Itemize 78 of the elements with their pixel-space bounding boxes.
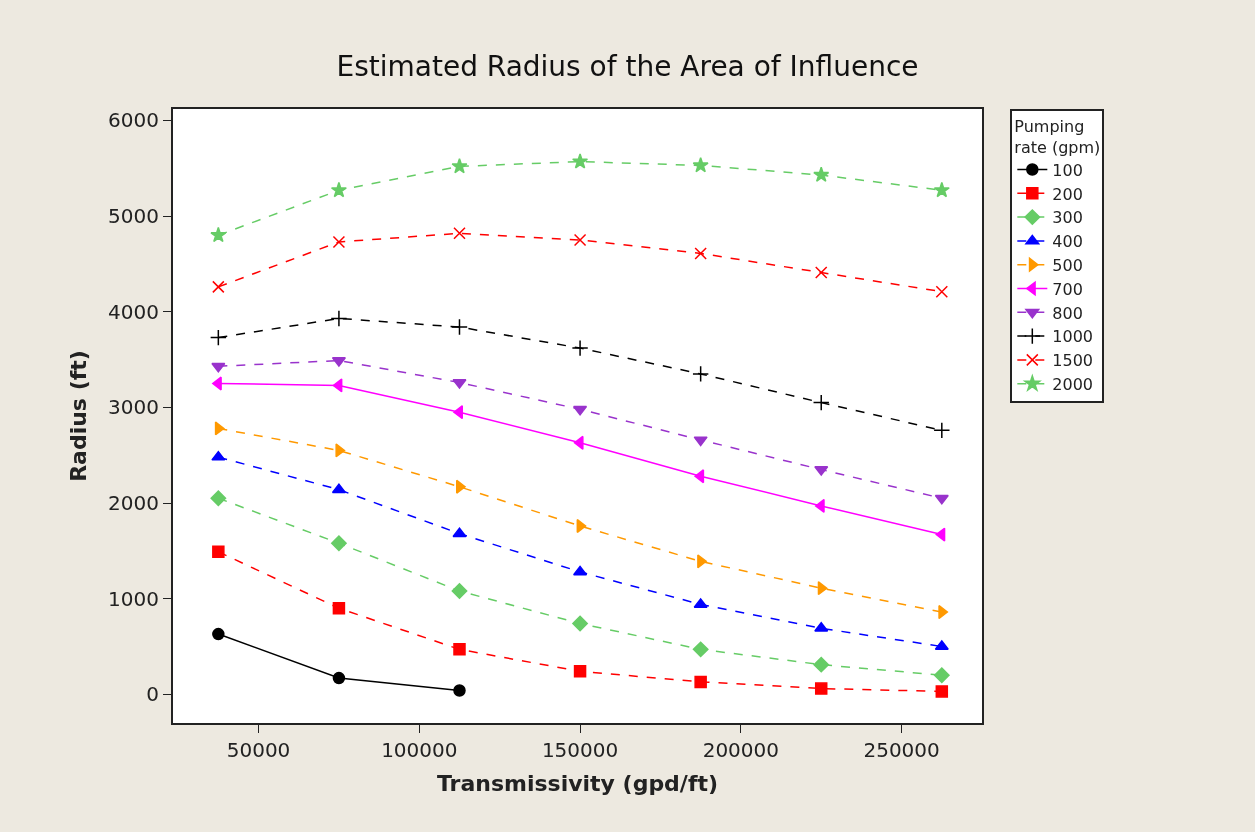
point [814,498,825,513]
point [451,318,468,336]
point [212,280,225,294]
legend-label: 400 [1052,232,1083,252]
point [335,443,346,458]
point [694,675,707,689]
point [692,156,709,173]
legend-label: 500 [1052,255,1083,275]
x-tick-label: 50000 [226,738,291,762]
point [331,535,347,552]
point [933,181,950,198]
point [451,157,468,174]
point [212,627,225,641]
point [453,227,466,240]
point [209,329,227,347]
point [573,665,587,678]
point [211,450,226,461]
y-tick-label: 4000 [108,299,159,324]
point [453,643,466,656]
point [692,365,710,383]
point [332,378,343,393]
point [212,545,225,559]
point [812,394,830,412]
x-tick-label: 250000 [863,738,940,762]
legend-label: 700 [1052,279,1083,299]
point [214,421,225,436]
legend-title: Pumping rate (gpm) [1014,116,1101,157]
legend-label: 100 [1052,160,1083,180]
point [694,469,705,484]
point [813,166,830,182]
legend-label: 1000 [1052,327,1094,347]
point [814,682,828,695]
point [814,266,828,279]
x-axis-title: Transmissivity (gpd/ft) [436,771,719,797]
point [211,362,226,373]
point [573,435,584,450]
point [935,285,949,298]
point [935,685,949,698]
point [330,310,348,327]
point [455,479,466,494]
y-tick-label: 3000 [108,395,159,420]
chart-title: Estimated Radius of the Area of Influence [336,50,919,84]
point [694,247,707,260]
point [210,490,227,507]
y-tick-label: 6000 [108,108,159,133]
point [571,339,589,357]
legend-label: 300 [1052,208,1083,228]
y-tick-label: 2000 [108,491,159,516]
point [935,527,946,542]
legend-label: 2000 [1052,374,1094,394]
point [332,601,346,615]
y-axis-title: Radius (ft) [66,350,92,482]
y-tick-label: 5000 [108,204,159,229]
point [332,671,346,685]
x-tick-label: 150000 [541,738,619,762]
x-tick-label: 200000 [702,738,780,762]
x-tick-label: 100000 [381,738,458,762]
legend-label: 200 [1052,184,1083,204]
point [933,421,951,439]
point [934,494,949,505]
point [693,436,708,447]
legend-label: 1500 [1052,351,1094,371]
point [452,527,467,538]
point [933,667,950,684]
y-tick-label: 1000 [108,586,159,611]
point [330,181,347,198]
point [451,583,468,599]
point [210,226,227,243]
point [817,581,828,596]
legend-label: 800 [1052,303,1083,323]
point [453,684,466,697]
point [813,656,830,673]
point [572,615,588,632]
y-tick-label: 0 [146,682,159,707]
point [692,641,709,658]
point [573,233,587,247]
point [572,153,589,169]
point [332,235,346,249]
